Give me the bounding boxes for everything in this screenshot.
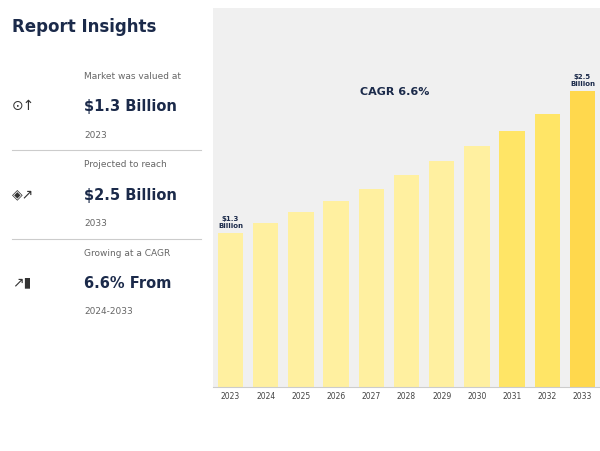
Bar <box>570 92 595 387</box>
Text: Projected to reach: Projected to reach <box>84 160 167 169</box>
Text: $2.5 Billion: $2.5 Billion <box>84 187 177 202</box>
Bar <box>359 189 384 387</box>
Bar <box>288 213 314 387</box>
Text: Allied Market Research: Allied Market Research <box>452 412 588 422</box>
Bar <box>499 131 525 387</box>
Bar <box>394 176 419 387</box>
Bar <box>464 147 490 387</box>
Text: CAGR 6.6%: CAGR 6.6% <box>360 87 430 97</box>
Text: 2024-2033: 2024-2033 <box>84 307 133 316</box>
Text: ↗▮: ↗▮ <box>12 275 31 289</box>
Text: ◈↗: ◈↗ <box>12 187 34 201</box>
Text: $2.5
Billion: $2.5 Billion <box>570 74 595 87</box>
Text: Market was valued at: Market was valued at <box>84 72 181 81</box>
Text: $1.3 Billion: $1.3 Billion <box>84 99 177 114</box>
Text: $1.3
Billion: $1.3 Billion <box>218 215 243 229</box>
Text: Air Combat Maneuvering Instrumentation Market: Air Combat Maneuvering Instrumentation M… <box>12 412 302 422</box>
Text: 2023: 2023 <box>84 131 107 140</box>
Text: ⊙↑: ⊙↑ <box>12 99 35 113</box>
Bar <box>429 162 454 387</box>
Text: Report Code: A324577: Report Code: A324577 <box>12 434 114 443</box>
Text: Report Insights: Report Insights <box>12 18 157 36</box>
Text: 6.6% From: 6.6% From <box>84 275 172 290</box>
Text: Growing at a CAGR: Growing at a CAGR <box>84 248 170 257</box>
Text: 2033: 2033 <box>84 219 107 228</box>
Bar <box>218 234 243 387</box>
Bar <box>535 115 560 387</box>
Bar <box>323 201 349 387</box>
Text: © All right reserved: © All right reserved <box>497 434 588 443</box>
Bar <box>253 223 278 387</box>
